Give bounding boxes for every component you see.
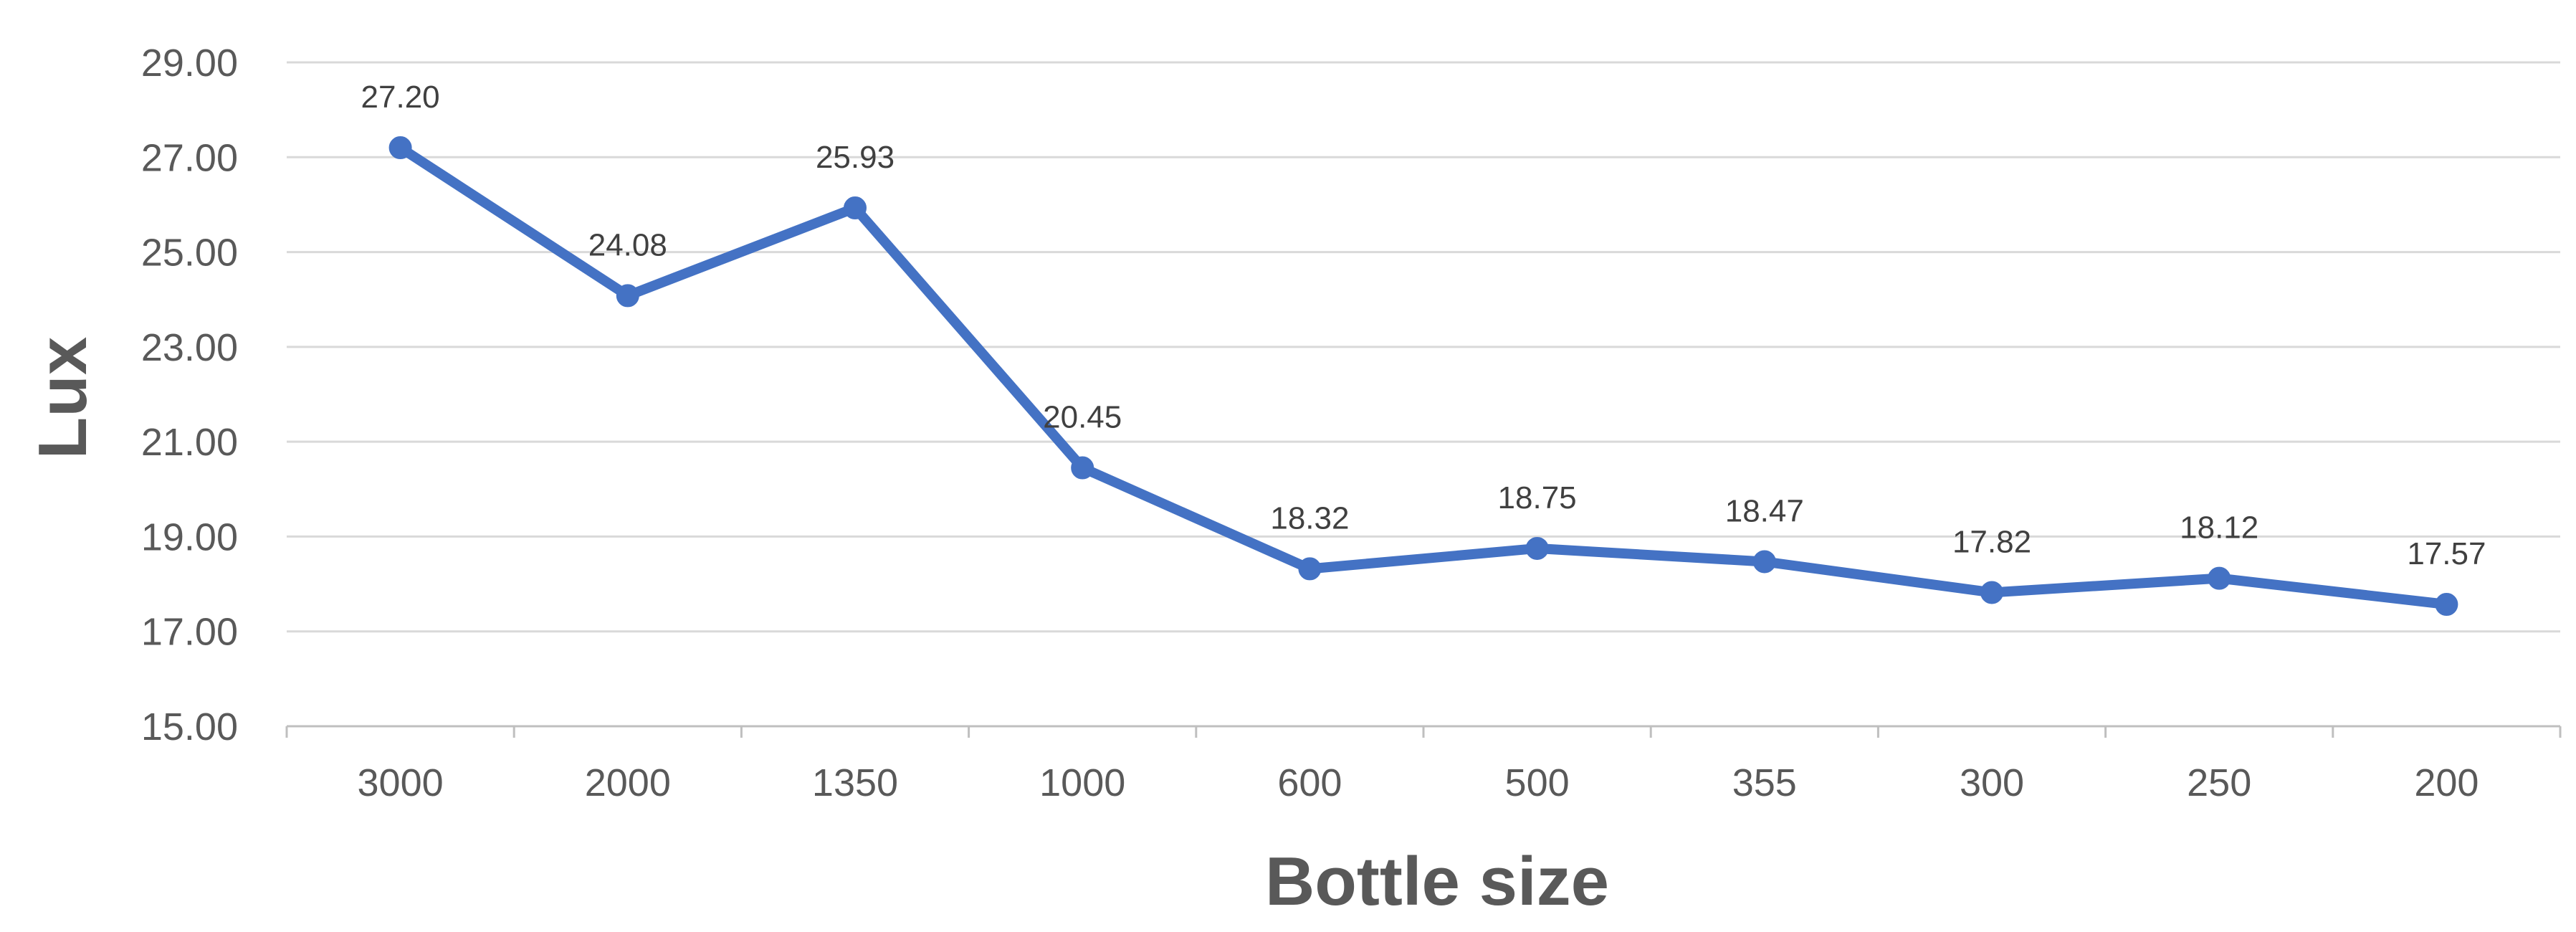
series-markers [388,136,2458,617]
data-point [1980,581,2003,604]
gridlines [287,61,2560,633]
series-line [395,143,2452,610]
data-label: 20.45 [1043,400,1122,435]
x-tick-label: 3000 [358,761,444,804]
x-axis-tick-labels: 3000 2000 1350 1000 600 500 355 300 250 200 [358,761,2479,804]
x-tick-label: 1000 [1039,761,1125,804]
y-tick-label: 27.00 [141,136,238,179]
x-tick-label: 500 [1505,761,1570,804]
data-label: 24.08 [588,227,667,262]
data-label: 18.32 [1270,500,1349,536]
x-axis-title: Bottle size [1265,843,1609,920]
data-label: 25.93 [816,140,895,175]
x-tick-label: 355 [1732,761,1797,804]
data-point [1525,536,1549,560]
y-axis-tick-labels: 15.00 17.00 19.00 21.00 23.00 25.00 27.00 29.00 [141,42,238,748]
x-tick-label: 300 [1960,761,2024,804]
y-tick-label: 15.00 [141,705,238,748]
x-tick-label: 1350 [812,761,898,804]
y-tick-label: 29.00 [141,42,238,85]
data-label: 18.75 [1498,480,1577,515]
data-label: 18.47 [1725,493,1804,528]
data-point [1298,557,1322,581]
y-tick-label: 21.00 [141,421,238,464]
data-label: 17.57 [2407,536,2486,571]
data-point [388,136,412,160]
data-label: 17.82 [1952,524,2031,559]
data-point [2208,566,2231,590]
y-tick-label: 25.00 [141,232,238,275]
data-point [616,284,639,308]
x-tick-label: 200 [2414,761,2479,804]
x-axis [285,725,2562,738]
y-tick-label: 17.00 [141,611,238,654]
data-point [2435,593,2458,617]
y-tick-label: 23.00 [141,326,238,369]
y-axis-title: Lux [24,337,101,460]
data-label: 18.12 [2180,510,2258,546]
x-tick-label: 2000 [585,761,671,804]
data-point [1071,456,1094,480]
data-point [1752,550,1776,574]
y-tick-label: 19.00 [141,515,238,558]
x-tick-label: 600 [1277,761,1342,804]
data-point [844,196,867,220]
series-line-group [395,143,2452,610]
x-tick-label: 250 [2187,761,2251,804]
data-labels: 27.20 24.08 25.93 20.45 18.32 18.75 18.47 17.82… [361,80,2486,571]
data-label: 27.20 [361,80,440,115]
